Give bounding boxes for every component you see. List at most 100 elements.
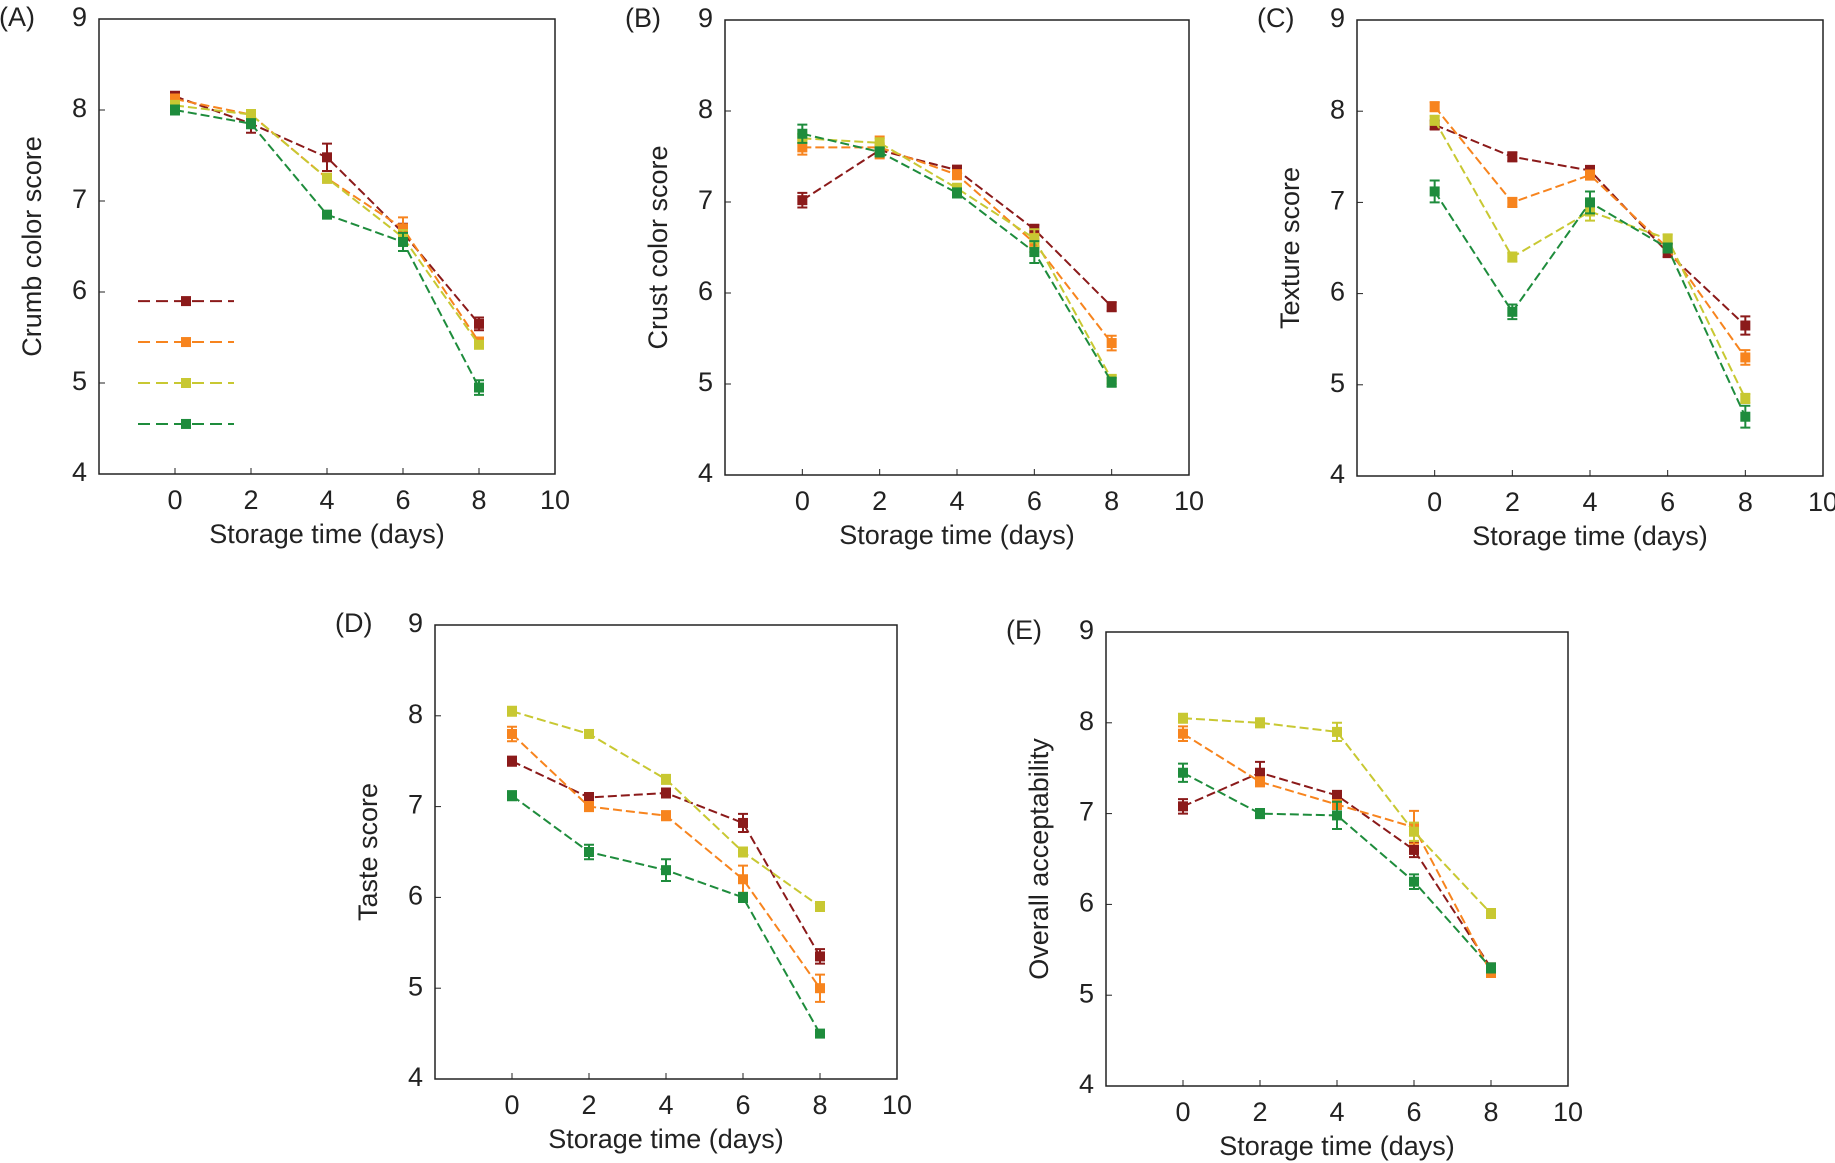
series-line (174, 98, 480, 343)
panel: (B) 4 5 6 7 8 9 0 2 4 6 8 10 Storage time (days) Crust… (625, 3, 1204, 550)
data-point (1409, 844, 1419, 855)
x-tick-label: 10 (882, 1090, 912, 1120)
y-tick-label: 4 (1079, 1069, 1094, 1099)
data-point (1740, 320, 1751, 331)
y-tick-label: 7 (408, 790, 423, 820)
data-point (1106, 301, 1117, 312)
y-tick-label: 5 (408, 971, 423, 1001)
y-tick-label: 8 (408, 699, 423, 729)
data-point (1429, 186, 1440, 197)
data-point (170, 105, 180, 115)
data-point (1662, 233, 1673, 244)
panel: (E) 4 5 6 7 8 9 0 2 4 6 8 10 Storage time (days) Overa… (1006, 615, 1583, 1161)
y-tick-label: 8 (698, 94, 713, 124)
panel-label: (D) (335, 608, 372, 638)
series-line (1433, 190, 1747, 418)
data-point (1332, 726, 1342, 737)
x-tick-label: 8 (471, 485, 486, 515)
x-tick-label: 6 (1660, 487, 1675, 517)
data-point (815, 951, 825, 962)
data-point (507, 790, 517, 801)
data-point (1332, 810, 1342, 821)
panel-label: (E) (1006, 615, 1042, 645)
data-point (738, 874, 748, 885)
y-tick-label: 5 (72, 366, 87, 396)
y-tick-label: 4 (1330, 459, 1345, 489)
series-line (1182, 717, 1492, 915)
data-point (952, 187, 962, 198)
x-axis-label: Storage time (days) (548, 1124, 784, 1154)
x-tick-label: 0 (795, 486, 810, 516)
y-tick-label: 6 (72, 275, 87, 305)
data-point (1178, 728, 1188, 739)
data-point (170, 94, 180, 105)
x-tick-label: 8 (812, 1090, 827, 1120)
data-point (874, 137, 885, 148)
y-tick-label: 9 (698, 3, 713, 33)
panel-label: (B) (625, 3, 661, 33)
x-tick-label: 6 (395, 485, 410, 515)
data-point (1507, 252, 1518, 263)
data-point (1486, 908, 1496, 919)
x-tick-label: 4 (319, 485, 334, 515)
data-point (1255, 717, 1265, 728)
y-tick-label: 9 (408, 608, 423, 638)
data-point (1740, 411, 1751, 422)
data-point (474, 382, 484, 393)
data-point (398, 223, 408, 234)
data-point (1409, 826, 1419, 837)
data-point (661, 810, 671, 821)
y-tick-label: 7 (1079, 797, 1094, 827)
y-axis-label: Overall acceptability (1024, 738, 1054, 980)
data-point (797, 195, 808, 206)
series-line (511, 794, 821, 1035)
y-tick-label: 5 (1330, 368, 1345, 398)
x-tick-label: 0 (1175, 1097, 1190, 1127)
data-point (738, 892, 748, 903)
panel: (A) 4 5 6 7 8 9 0 2 4 6 8 10 Storage time (days) Crumb… (0, 2, 570, 549)
series-line (1182, 732, 1492, 973)
y-tick-label: 9 (1330, 3, 1345, 33)
y-tick-label: 8 (1079, 706, 1094, 736)
plot-frame (1356, 19, 1824, 477)
x-tick-label: 2 (243, 485, 258, 515)
x-tick-label: 2 (1252, 1097, 1267, 1127)
y-tick-label: 5 (1079, 978, 1094, 1008)
x-tick-label: 2 (1505, 487, 1520, 517)
data-point (322, 152, 332, 163)
data-point (1507, 151, 1518, 162)
x-tick-label: 8 (1738, 487, 1753, 517)
x-tick-label: 10 (1808, 487, 1835, 517)
x-axis-label: Storage time (days) (839, 520, 1075, 550)
data-point (398, 236, 408, 247)
y-tick-label: 7 (1330, 186, 1345, 216)
legend-marker (181, 418, 191, 429)
data-point (584, 847, 594, 857)
y-tick-label: 8 (72, 93, 87, 123)
data-point (1332, 790, 1342, 801)
x-tick-label: 4 (949, 486, 964, 516)
x-tick-label: 4 (658, 1090, 673, 1120)
y-tick-label: 9 (72, 2, 87, 32)
data-point (474, 339, 484, 350)
x-tick-label: 6 (1027, 486, 1042, 516)
data-point (738, 817, 748, 828)
y-tick-label: 6 (1079, 888, 1094, 918)
x-tick-label: 4 (1329, 1097, 1344, 1127)
data-point (661, 774, 671, 785)
data-point (1429, 115, 1440, 126)
data-point (507, 756, 517, 767)
data-point (1255, 767, 1265, 778)
y-tick-label: 6 (408, 881, 423, 911)
x-tick-label: 4 (1582, 487, 1597, 517)
y-axis-label: Crumb color score (17, 136, 47, 357)
data-point (1486, 962, 1496, 973)
y-tick-label: 4 (72, 457, 87, 487)
data-point (1507, 306, 1518, 317)
data-point (246, 109, 256, 120)
data-point (1255, 776, 1265, 787)
data-point (322, 209, 332, 220)
series-line (1433, 106, 1747, 359)
legend-marker (181, 378, 191, 388)
y-axis-label: Texture score (1275, 167, 1305, 329)
